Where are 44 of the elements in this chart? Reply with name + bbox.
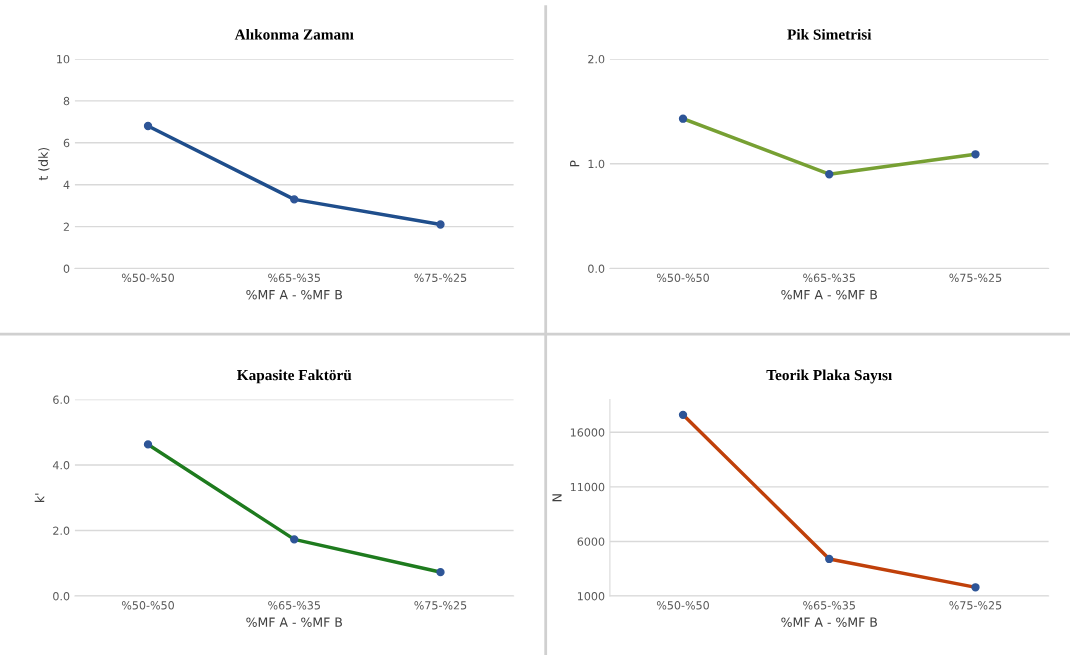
x-tick-label: %50-%50 xyxy=(656,601,709,610)
y-axis-title: N xyxy=(552,494,562,502)
x-axis-title: %MF A - %MF B xyxy=(246,289,342,300)
x-tick-label: %50-%50 xyxy=(121,273,174,283)
x-tick-label: %65-%35 xyxy=(268,601,320,610)
chart-title: Alıkonma Zamanı xyxy=(234,28,354,40)
x-tick-label: %75-%25 xyxy=(949,273,1002,283)
y-tick-label: 2.0 xyxy=(53,526,70,535)
y-tick-label: 6 xyxy=(63,138,70,148)
y-tick-label: 0.0 xyxy=(53,592,70,601)
y-tick-label: 6.0 xyxy=(53,395,70,404)
y-axis-title: P xyxy=(570,160,580,167)
y-tick-label: 1000 xyxy=(577,592,605,601)
y-tick-label: 1.0 xyxy=(588,159,605,169)
point xyxy=(290,195,299,204)
x-tick-label: %75-%25 xyxy=(414,601,467,610)
y-tick-label: 4 xyxy=(63,180,70,189)
y-axis-title: k' xyxy=(34,493,45,502)
y-tick-label: 16000 xyxy=(570,428,605,437)
point xyxy=(143,121,153,131)
point xyxy=(436,220,445,229)
y-tick-label: 4.0 xyxy=(52,461,70,470)
x-tick-label: %75-%25 xyxy=(414,273,467,283)
x-tick-label: %75-%25 xyxy=(949,601,1002,610)
x-axis-title: %MF A - %MF B xyxy=(781,617,877,627)
y-tick-label: 10 xyxy=(57,54,70,64)
x-tick-label: %65-%35 xyxy=(803,601,855,610)
x-tick-label: %65-%35 xyxy=(268,273,320,283)
y-tick-label: 0 xyxy=(63,264,70,273)
x-tick-label: %50-%50 xyxy=(656,273,709,283)
x-axis-title: %MF A - %MF B xyxy=(246,617,342,627)
y-tick-label: 6000 xyxy=(577,537,605,546)
y-tick-label: 8 xyxy=(63,96,70,106)
x-axis-title: %MF A - %MF B xyxy=(781,289,877,300)
chart-title: Teorik Plaka Sayısı xyxy=(766,369,892,384)
y-tick-label: 11000 xyxy=(570,482,605,492)
y-tick-label: 2 xyxy=(63,222,69,231)
chart-title: Kapasite Faktörü xyxy=(237,369,352,384)
x-tick-label: %50-%50 xyxy=(121,601,174,610)
y-axis-title: t (dk) xyxy=(38,147,50,181)
x-tick-label: %65-%35 xyxy=(803,273,855,283)
y-tick-label: 0.0 xyxy=(588,264,605,273)
y-tick-label: 2.0 xyxy=(588,54,605,64)
chart-title: Pik Simetrisi xyxy=(787,28,872,40)
